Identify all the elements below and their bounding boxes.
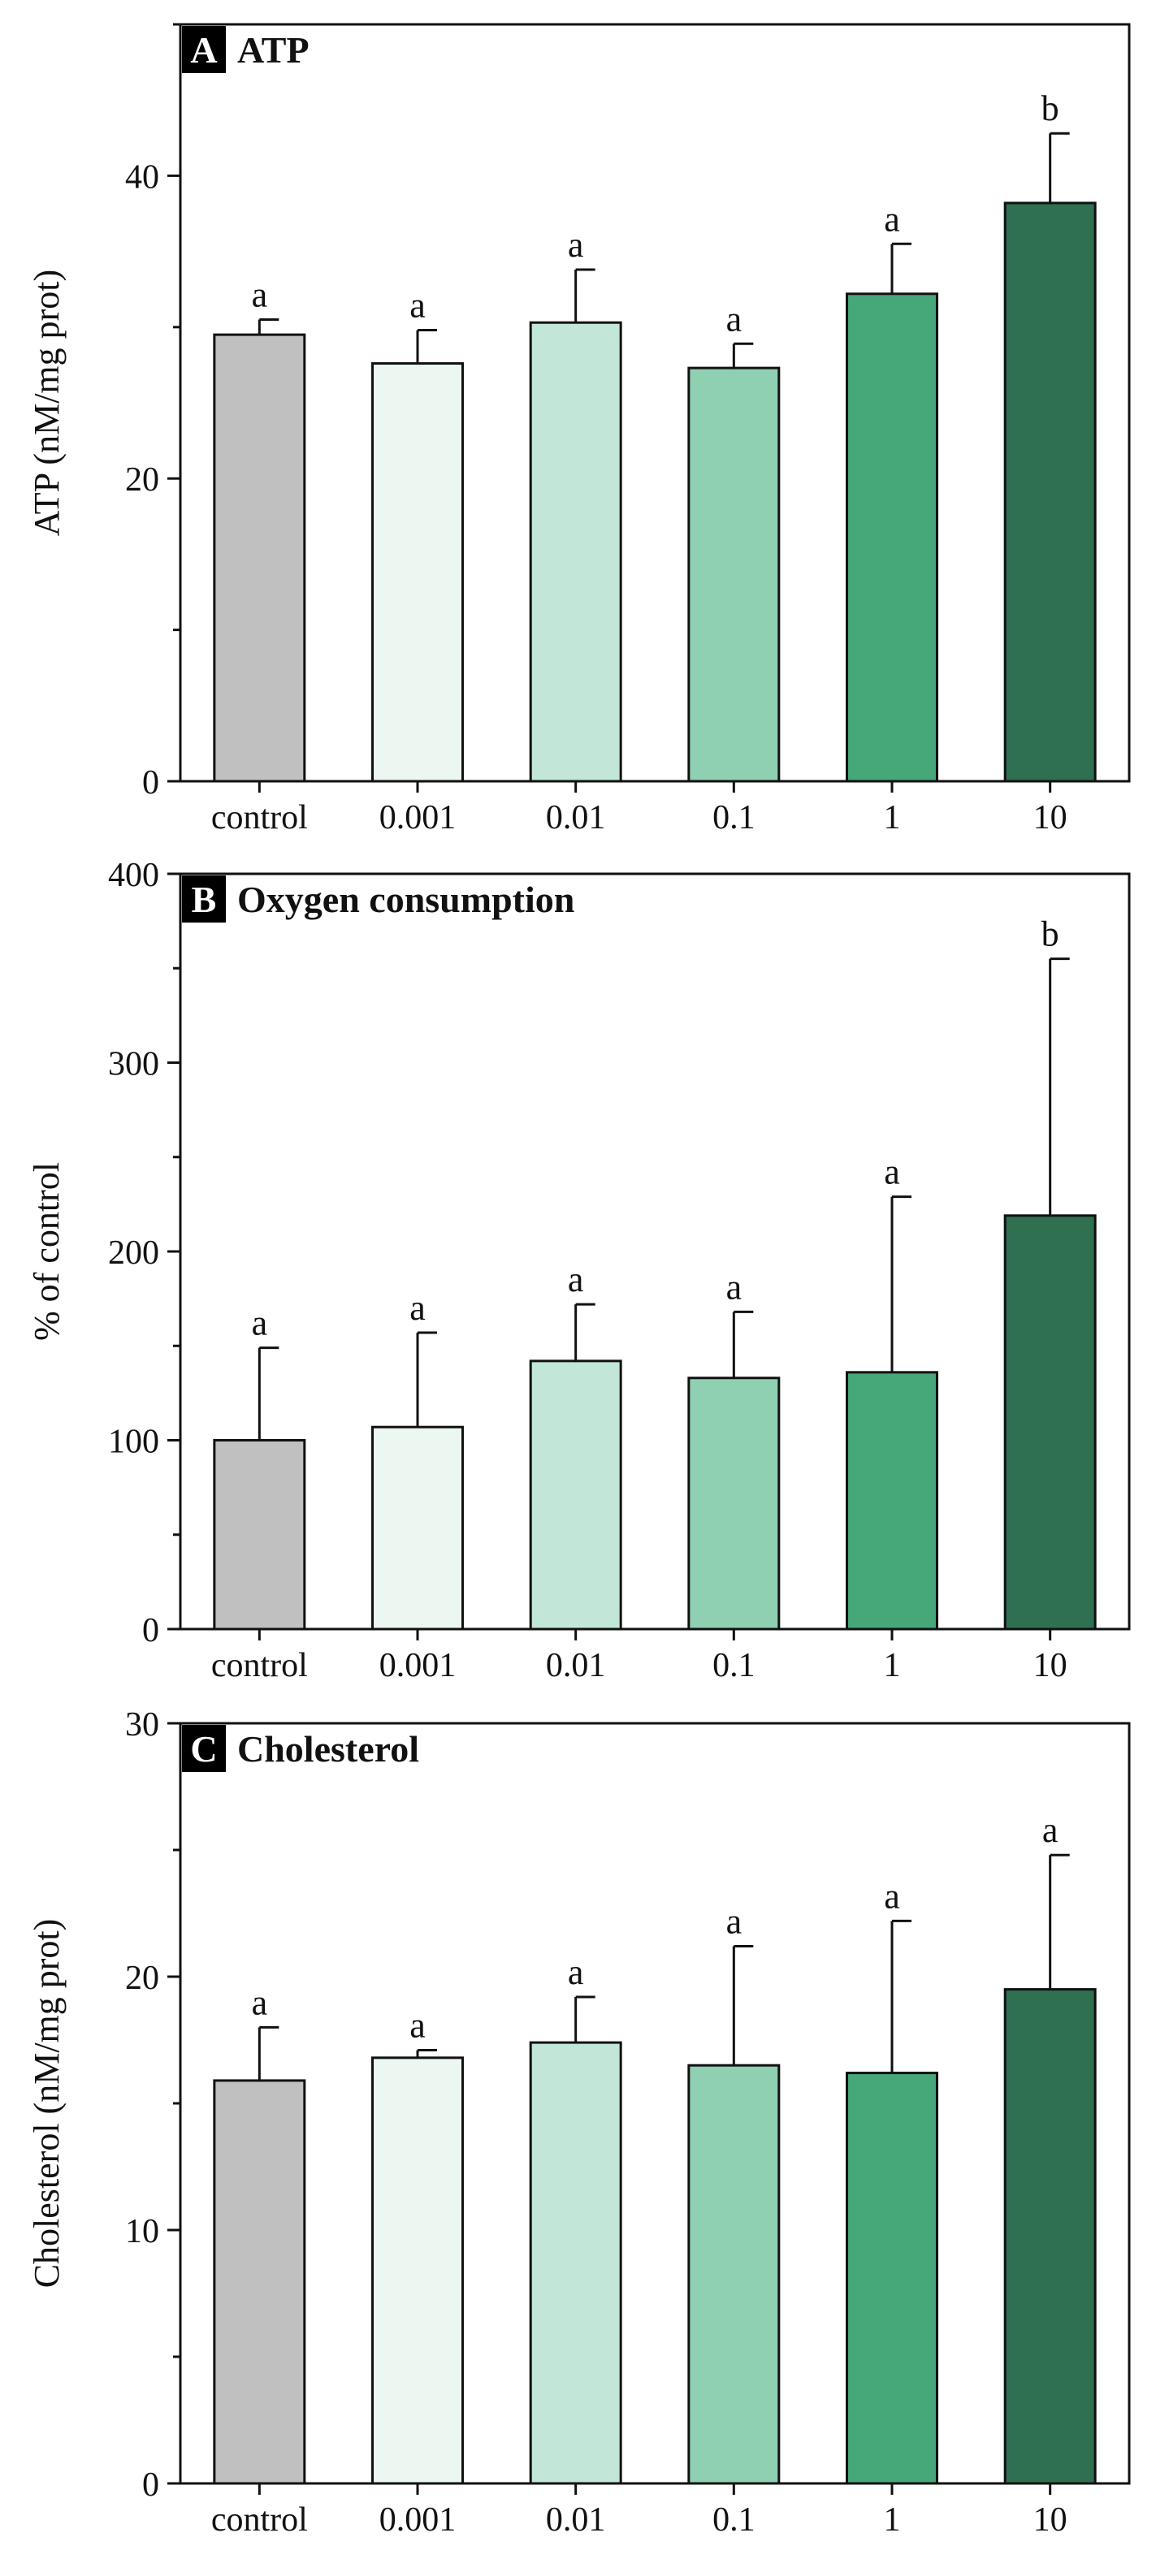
y-tick-label: 10 — [125, 2213, 159, 2250]
plot-frame — [179, 872, 1131, 1631]
bar-0.001 — [371, 2056, 464, 2485]
x-tick-label: 1 — [884, 799, 901, 836]
x-tick-label: control — [211, 799, 308, 836]
x-tick-label: 0.01 — [546, 1647, 606, 1684]
significance-label: a — [409, 2005, 426, 2045]
significance-label: b — [1041, 89, 1059, 128]
y-tick-label: 400 — [108, 857, 159, 894]
significance-label: a — [726, 299, 743, 339]
significance-label: a — [884, 1876, 900, 1916]
y-tick-label: 20 — [125, 1960, 159, 1997]
panel-letter: B — [192, 879, 217, 920]
panel-letter-box — [182, 1725, 226, 1772]
bar-1 — [846, 292, 938, 783]
x-tick-label: 0.1 — [712, 799, 756, 836]
bar-0.001 — [371, 362, 464, 783]
x-tick-label: 0.001 — [379, 2501, 457, 2539]
y-axis-title: ATP (nM/mg prot) — [27, 270, 67, 536]
bar-control — [213, 333, 306, 783]
panel-title: Cholesterol — [237, 1728, 419, 1770]
bar-0.001 — [371, 1425, 464, 1631]
bar-0.01 — [529, 2041, 622, 2485]
x-tick-label: 0.01 — [546, 2501, 606, 2539]
x-tick-label: 0.1 — [712, 1647, 756, 1684]
y-tick-label: 200 — [108, 1234, 159, 1272]
x-tick-label: control — [211, 1647, 308, 1684]
y-axis-title: % of control — [27, 1162, 67, 1341]
y-axis-title: Cholesterol (nM/mg prot) — [27, 1919, 67, 2289]
bar-0.01 — [529, 1359, 622, 1631]
significance-label: a — [568, 1260, 584, 1299]
chart-panel-c: a control a 0.001 a 0.01 a 0.1 a 1 a 10 0 10 20 30 Chole… — [27, 1706, 1131, 2539]
bar-0.1 — [687, 1377, 781, 1631]
x-tick-label: 1 — [884, 2501, 901, 2539]
y-tick-label: 0 — [142, 764, 159, 802]
bar-10 — [1003, 201, 1097, 783]
panel-letter-box — [182, 875, 226, 923]
plot-frame — [179, 1722, 1131, 2485]
chart-panel-b: acontrola0.001a0.01a0.1a1b10010020030040… — [27, 857, 1131, 1684]
panel-title: Oxygen consumption — [237, 879, 574, 920]
bar-1 — [846, 2072, 938, 2485]
x-tick-label: 0.001 — [379, 799, 457, 836]
y-tick-label: 40 — [125, 158, 159, 196]
significance-label: a — [726, 1902, 743, 1942]
bar-1 — [846, 1371, 938, 1631]
x-tick-label: 0.1 — [712, 2501, 756, 2539]
bar-0.01 — [529, 321, 622, 783]
x-tick-label: 10 — [1033, 799, 1067, 836]
y-tick-label: 300 — [108, 1046, 159, 1083]
x-tick-label: 1 — [884, 1647, 901, 1684]
panel-letter-box — [182, 26, 226, 73]
significance-label: a — [409, 1288, 426, 1328]
y-tick-label: 0 — [142, 2466, 159, 2504]
x-tick-label: 0.001 — [379, 1647, 457, 1684]
panel-letter: A — [190, 29, 217, 71]
panel-letter: C — [190, 1728, 217, 1770]
bar-0.1 — [687, 366, 781, 783]
y-tick-label: 30 — [125, 1706, 159, 1744]
y-tick-label: 100 — [108, 1424, 159, 1461]
plot-frame — [179, 23, 1131, 783]
y-tick-label: 0 — [142, 1612, 159, 1649]
significance-label: a — [568, 1952, 584, 1992]
bar-10 — [1003, 1214, 1097, 1631]
panel-title: ATP — [237, 29, 310, 71]
significance-label: b — [1041, 914, 1059, 954]
significance-label: a — [884, 1152, 900, 1192]
significance-label: a — [252, 274, 268, 314]
significance-label: a — [409, 286, 426, 326]
x-tick-label: control — [211, 2501, 308, 2539]
bar-0.1 — [687, 2064, 781, 2485]
x-tick-label: 10 — [1033, 1647, 1067, 1684]
y-tick-label: 20 — [125, 461, 159, 499]
significance-label: a — [1042, 1810, 1059, 1850]
chart-panel-a: a control a 0.001 a 0.01 a 0.1 a 1 b 10 0 20 40 ATP (nM… — [27, 23, 1131, 836]
x-tick-label: 0.01 — [546, 799, 606, 836]
significance-label: a — [726, 1267, 743, 1307]
significance-label: a — [884, 199, 900, 239]
x-tick-label: 10 — [1033, 2501, 1067, 2539]
significance-label: a — [252, 1303, 268, 1343]
bar-control — [213, 1439, 306, 1631]
bar-10 — [1003, 1988, 1097, 2485]
bar-control — [213, 2079, 306, 2485]
significance-label: a — [568, 225, 584, 265]
significance-label: a — [252, 1982, 268, 2022]
